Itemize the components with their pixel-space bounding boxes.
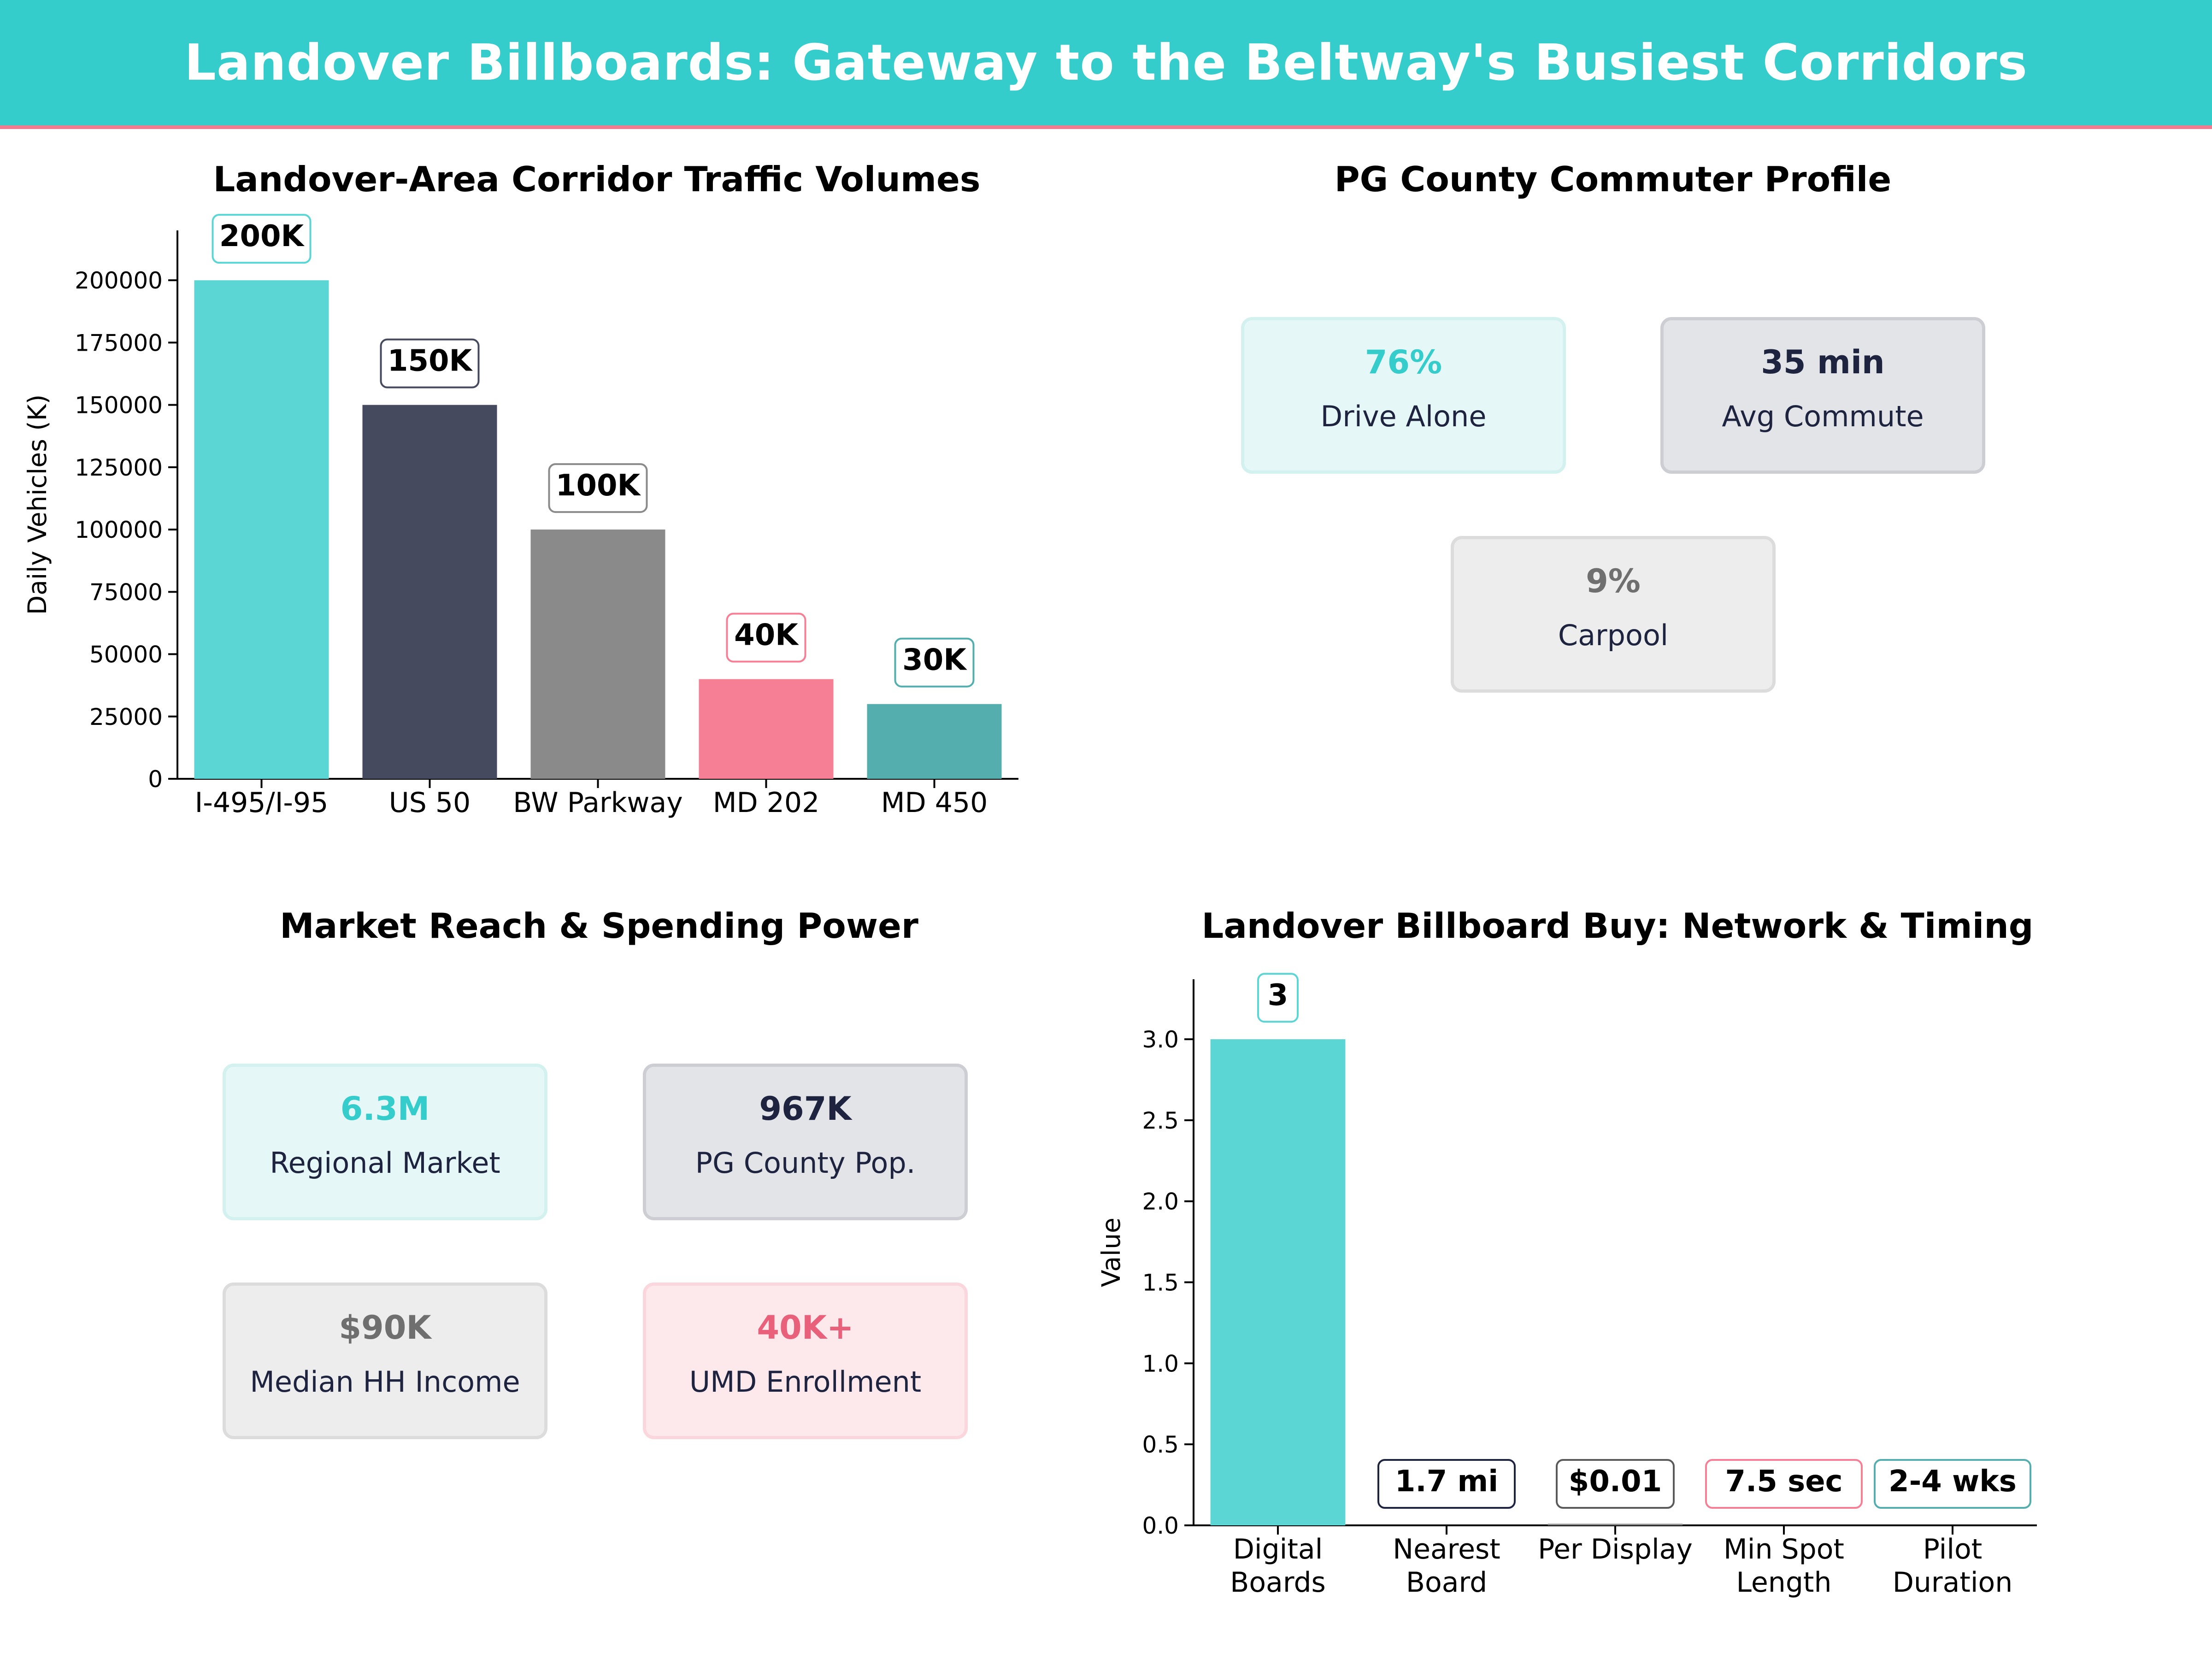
data-label: 1.7 mi [1395, 1465, 1498, 1499]
stat-card-label: Carpool [1558, 618, 1669, 652]
y-tick-label: 2.0 [1142, 1188, 1179, 1215]
stat-card-value: 9% [1586, 562, 1641, 600]
data-label: 3 [1268, 978, 1288, 1012]
y-tick-label: 75000 [89, 579, 163, 606]
x-tick-label: Pilot [1923, 1533, 1982, 1565]
market-panel-title: Market Reach & Spending Power [280, 906, 918, 946]
y-tick-label: 0 [148, 766, 163, 793]
data-label: 200K [219, 219, 305, 253]
data-label-box [894, 637, 975, 688]
data-label: 150K [388, 344, 473, 378]
data-label-box [212, 214, 312, 264]
data-label: 7.5 sec [1725, 1465, 1842, 1499]
data-label-box [380, 338, 480, 388]
stat-card-label: Regional Market [270, 1146, 500, 1180]
bar [1210, 1039, 1346, 1525]
x-tick-label: Min Spot [1724, 1533, 1844, 1565]
x-tick-label: Board [1406, 1566, 1487, 1599]
stat-card-value: 6.3M [340, 1090, 430, 1128]
page-title: Landover Billboards: Gateway to the Belt… [184, 34, 2028, 92]
data-label: $0.01 [1569, 1465, 1662, 1499]
data-label-box [1705, 1459, 1863, 1509]
y-tick-label: 0.0 [1142, 1512, 1179, 1539]
data-label: 2-4 wks [1888, 1465, 2017, 1499]
y-axis-label: Value [1096, 1218, 1126, 1287]
bar [699, 679, 834, 779]
stat-card: 35 min Avg Commute [1660, 317, 1985, 474]
stat-card-label: Drive Alone [1320, 400, 1487, 433]
data-label-box [1556, 1459, 1675, 1509]
stat-card: $90K Median HH Income [223, 1282, 547, 1439]
x-tick-label: Length [1736, 1566, 1832, 1599]
x-tick-label: Per Display [1538, 1533, 1693, 1565]
y-tick-label: 1.0 [1142, 1350, 1179, 1377]
data-label: 100K [556, 469, 641, 503]
stat-card-label: Avg Commute [1722, 400, 1924, 433]
bar [194, 280, 329, 779]
y-tick-label: 100000 [75, 517, 163, 543]
data-label-box [548, 463, 648, 513]
y-tick-label: 3.0 [1142, 1026, 1179, 1053]
data-label-box [726, 612, 806, 663]
y-tick-label: 1.5 [1142, 1270, 1179, 1296]
y-axis-label: Daily Vehicles (K) [23, 394, 52, 615]
data-label-box [1377, 1459, 1516, 1509]
stat-card: 40K+ UMD Enrollment [643, 1282, 968, 1439]
bar [362, 405, 497, 779]
stat-card: 6.3M Regional Market [223, 1064, 547, 1220]
y-tick-label: 175000 [75, 329, 163, 356]
stat-card-label: UMD Enrollment [689, 1365, 922, 1399]
y-tick-label: 25000 [89, 704, 163, 730]
data-label-box [1874, 1459, 2031, 1509]
x-tick-label: US 50 [389, 787, 471, 819]
bar [530, 529, 665, 779]
x-tick-label: Nearest [1393, 1533, 1500, 1565]
x-tick-label: Digital [1233, 1533, 1323, 1565]
page-header: Landover Billboards: Gateway to the Belt… [0, 0, 2212, 129]
billboard-chart-title: Landover Billboard Buy: Network & Timing [1201, 906, 2034, 946]
x-tick-label: I-495/I-95 [195, 787, 329, 819]
y-tick-label: 0.5 [1142, 1431, 1179, 1458]
y-tick-label: 2.5 [1142, 1107, 1179, 1134]
stat-card: 76% Drive Alone [1241, 317, 1566, 474]
stat-card-value: 967K [759, 1090, 852, 1128]
bar [867, 704, 1002, 779]
traffic-chart-title: Landover-Area Corridor Traffic Volumes [213, 159, 981, 200]
stat-card-label: PG County Pop. [695, 1146, 916, 1180]
x-tick-label: BW Parkway [513, 787, 682, 819]
data-label: 30K [902, 643, 967, 677]
stat-card: 9% Carpool [1451, 536, 1776, 693]
y-tick-label: 200000 [75, 267, 163, 294]
y-tick-label: 125000 [75, 454, 163, 481]
stat-card-value: 76% [1365, 343, 1442, 381]
x-tick-label: MD 450 [881, 787, 988, 819]
x-tick-label: MD 202 [713, 787, 820, 819]
data-label-box [1257, 973, 1299, 1023]
x-tick-label: Boards [1230, 1566, 1326, 1599]
y-tick-label: 150000 [75, 392, 163, 419]
data-label: 40K [734, 618, 799, 653]
commuter-panel-title: PG County Commuter Profile [1334, 159, 1892, 200]
stat-card-label: Median HH Income [250, 1365, 520, 1399]
stat-card-value: 40K+ [757, 1309, 854, 1347]
stat-card-value: $90K [339, 1309, 431, 1347]
stat-card-value: 35 min [1761, 343, 1885, 381]
x-tick-label: Duration [1893, 1566, 2013, 1599]
bar [1547, 1524, 1683, 1525]
y-tick-label: 50000 [89, 641, 163, 668]
stat-card: 967K PG County Pop. [643, 1064, 968, 1220]
